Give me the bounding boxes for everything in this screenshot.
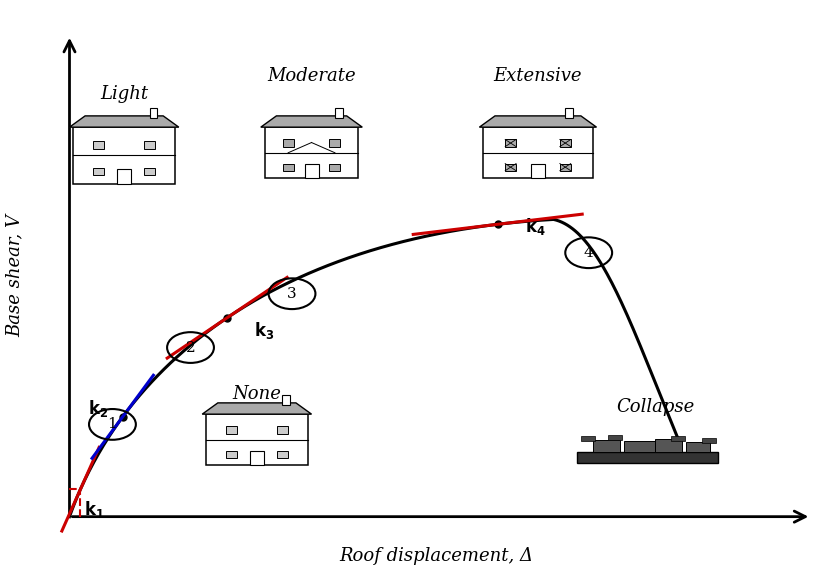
Text: Collapse: Collapse	[616, 398, 694, 416]
Polygon shape	[261, 116, 362, 127]
Bar	[565, 108, 573, 118]
Bar	[624, 441, 655, 452]
Bar	[150, 108, 157, 118]
Bar	[671, 436, 685, 441]
Text: 2: 2	[185, 340, 195, 355]
Bar	[335, 108, 342, 118]
Bar	[686, 443, 710, 452]
Bar	[226, 426, 237, 433]
Bar	[283, 164, 293, 170]
Bar	[265, 127, 358, 179]
Text: 3: 3	[288, 287, 297, 301]
Bar	[577, 452, 717, 463]
Bar	[329, 164, 341, 170]
Bar	[560, 164, 571, 170]
Bar	[93, 168, 104, 175]
Text: $\mathbf{k_2}$: $\mathbf{k_2}$	[87, 398, 108, 419]
Bar	[226, 451, 237, 457]
Bar	[144, 168, 155, 175]
Text: Base shear, V: Base shear, V	[6, 214, 24, 338]
Text: $\mathbf{k_1}$: $\mathbf{k_1}$	[85, 499, 105, 520]
Bar	[505, 139, 516, 146]
Bar	[73, 127, 175, 184]
Text: 4: 4	[584, 246, 593, 259]
Bar	[581, 436, 595, 441]
Polygon shape	[479, 116, 597, 127]
Bar	[144, 141, 155, 149]
Text: $\mathbf{k_3}$: $\mathbf{k_3}$	[254, 320, 275, 341]
Bar	[283, 395, 290, 405]
Polygon shape	[202, 403, 312, 414]
Bar	[608, 435, 622, 440]
Bar	[250, 451, 264, 466]
Text: $\mathbf{k_4}$: $\mathbf{k_4}$	[525, 216, 546, 237]
Text: Light: Light	[100, 85, 148, 103]
Bar	[304, 164, 318, 179]
Bar	[93, 141, 104, 149]
Bar	[206, 414, 307, 466]
Text: None: None	[233, 385, 282, 403]
Bar	[505, 164, 516, 170]
Bar	[484, 127, 593, 179]
Text: Moderate: Moderate	[268, 67, 356, 85]
Polygon shape	[70, 116, 179, 127]
Bar	[655, 439, 682, 452]
Bar	[560, 139, 571, 146]
Bar	[593, 440, 620, 452]
Bar	[329, 139, 341, 146]
Bar	[702, 438, 716, 443]
Text: 1: 1	[107, 417, 117, 432]
Bar	[277, 426, 288, 433]
Text: Roof displacement, Δ: Roof displacement, Δ	[339, 548, 534, 565]
Bar	[117, 169, 131, 184]
Bar	[277, 451, 288, 457]
Bar	[531, 164, 545, 179]
Bar	[283, 139, 293, 146]
Text: Extensive: Extensive	[494, 67, 583, 85]
